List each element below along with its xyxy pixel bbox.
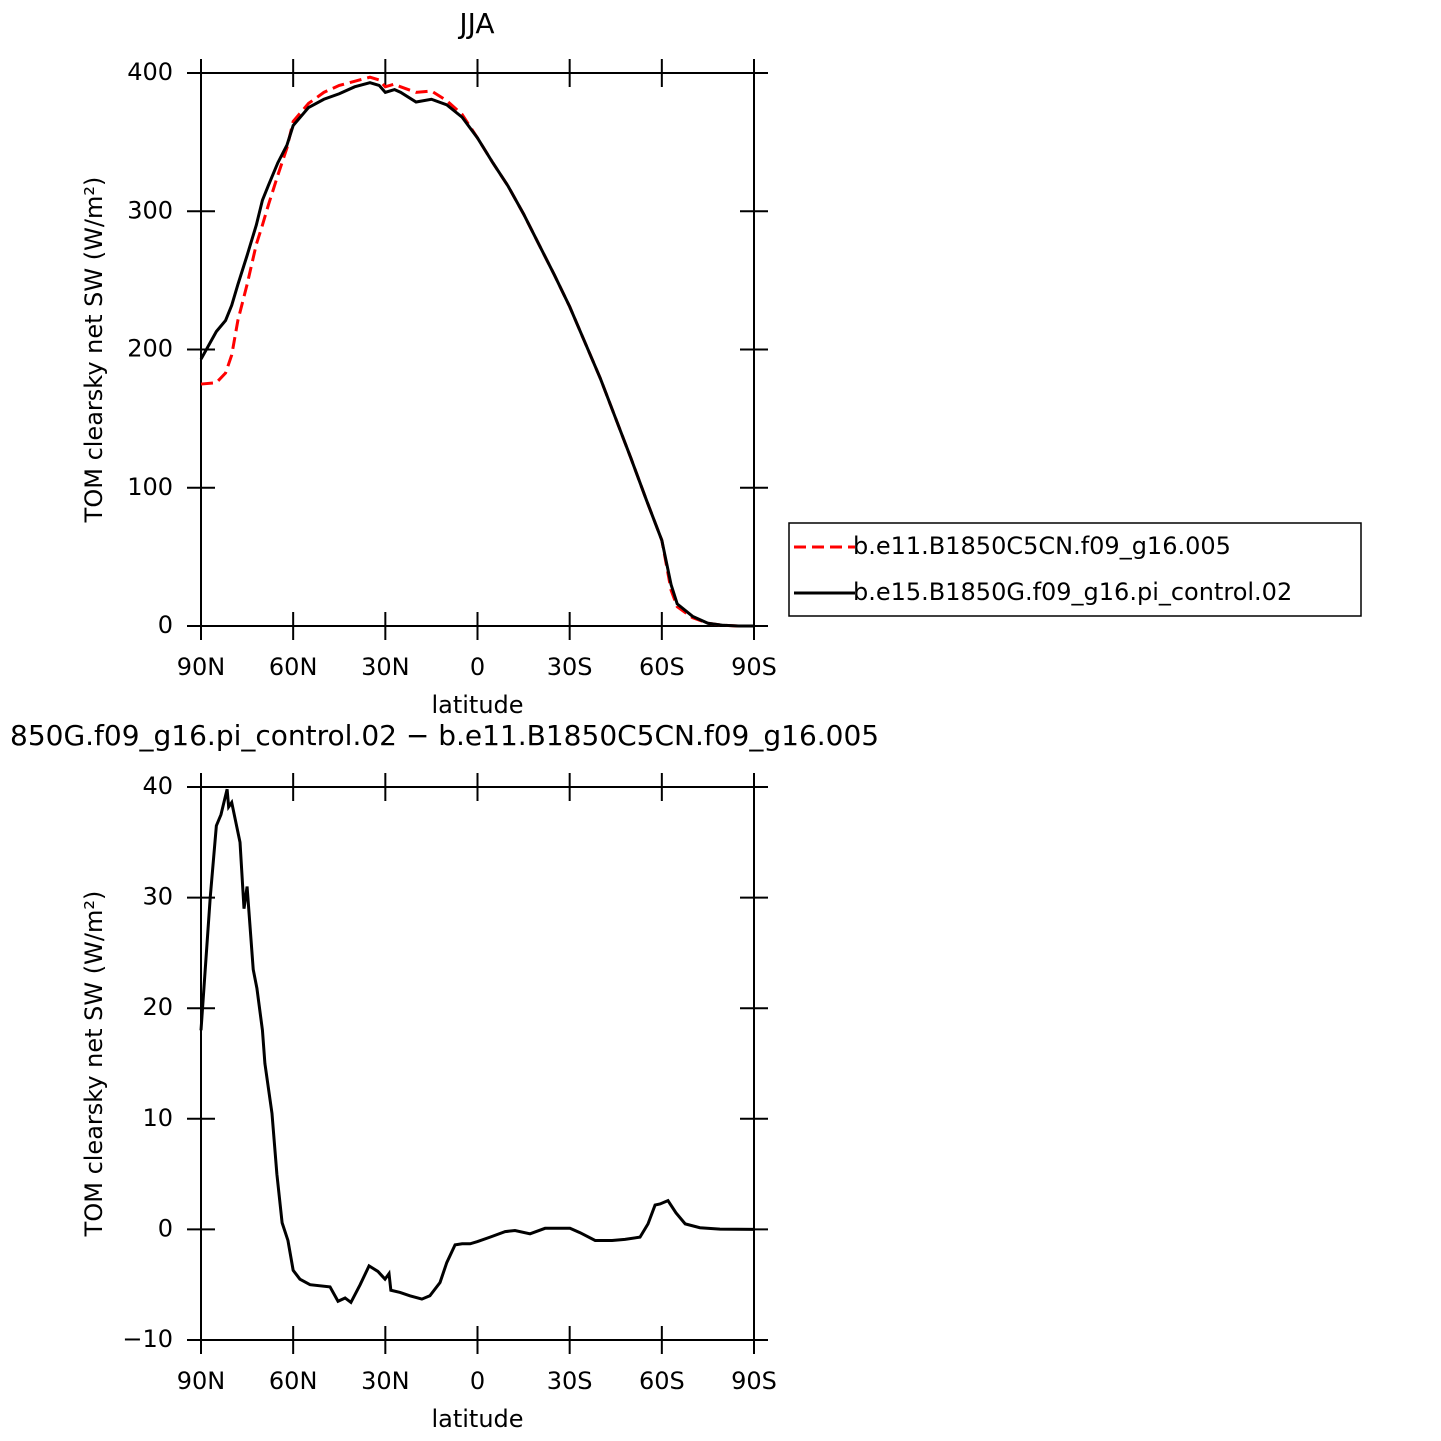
y-tick-label: 20 (142, 993, 173, 1021)
y-tick-label: −10 (122, 1325, 173, 1353)
y-tick-label: 10 (142, 1104, 173, 1132)
y-tick-label: 400 (127, 58, 173, 86)
y-tick-label: 300 (127, 196, 173, 224)
data-line (199, 81, 754, 628)
x-tick-label: 0 (470, 1367, 485, 1395)
x-tick-label: 90S (731, 653, 777, 681)
x-tick-label: 30S (547, 653, 593, 681)
y-tick-label: 100 (127, 473, 173, 501)
x-tick-label: 30N (361, 653, 410, 681)
legend-label: b.e15.B1850G.f09_g16.pi_control.02 (853, 578, 1292, 606)
legend-box (788, 522, 1362, 617)
y-axis-label: TOM clearsky net SW (W/m²) (80, 891, 108, 1238)
x-tick-label: 90N (177, 653, 226, 681)
x-tick-label: 30S (547, 1367, 593, 1395)
x-tick-label: 60S (639, 653, 685, 681)
x-tick-label: 60N (269, 653, 318, 681)
y-tick-label: 200 (127, 335, 173, 363)
x-tick-label: 60S (639, 1367, 685, 1395)
plot-frame (200, 786, 755, 1341)
x-tick-label: 0 (470, 653, 485, 681)
y-tick-label: 0 (158, 1214, 173, 1242)
plot-frame (200, 72, 755, 627)
x-tick-label: 30N (361, 1367, 410, 1395)
y-tick-label: 0 (158, 611, 173, 639)
y-tick-label: 30 (142, 883, 173, 911)
chart-title: JJA (457, 7, 494, 40)
x-tick-label: 90N (177, 1367, 226, 1395)
x-tick-label: 60N (269, 1367, 318, 1395)
y-tick-label: 40 (142, 772, 173, 800)
x-axis-label: latitude (431, 1405, 523, 1433)
x-axis-label: latitude (431, 691, 523, 719)
data-line (199, 788, 755, 1305)
chart-title: 850G.f09_g16.pi_control.02 − b.e11.B1850… (10, 719, 879, 752)
data-line (200, 75, 754, 628)
y-axis-label: TOM clearsky net SW (W/m²) (80, 177, 108, 524)
legend-label: b.e11.B1850C5CN.f09_g16.005 (853, 532, 1231, 560)
x-tick-label: 90S (731, 1367, 777, 1395)
